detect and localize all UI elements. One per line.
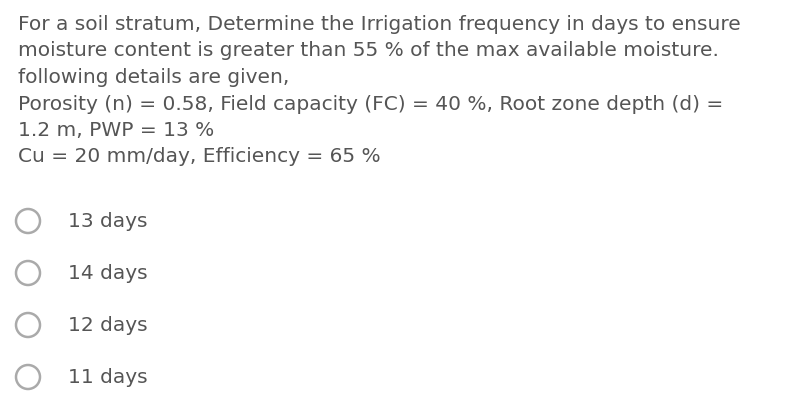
- Circle shape: [16, 365, 40, 389]
- Circle shape: [16, 209, 40, 233]
- Text: 14 days: 14 days: [68, 264, 147, 283]
- Text: 12 days: 12 days: [68, 316, 147, 335]
- Circle shape: [16, 313, 40, 337]
- Text: 11 days: 11 days: [68, 368, 147, 387]
- Text: For a soil stratum, Determine the Irrigation frequency in days to ensure
moistur: For a soil stratum, Determine the Irriga…: [18, 15, 741, 166]
- Text: 13 days: 13 days: [68, 212, 147, 231]
- Circle shape: [16, 261, 40, 285]
